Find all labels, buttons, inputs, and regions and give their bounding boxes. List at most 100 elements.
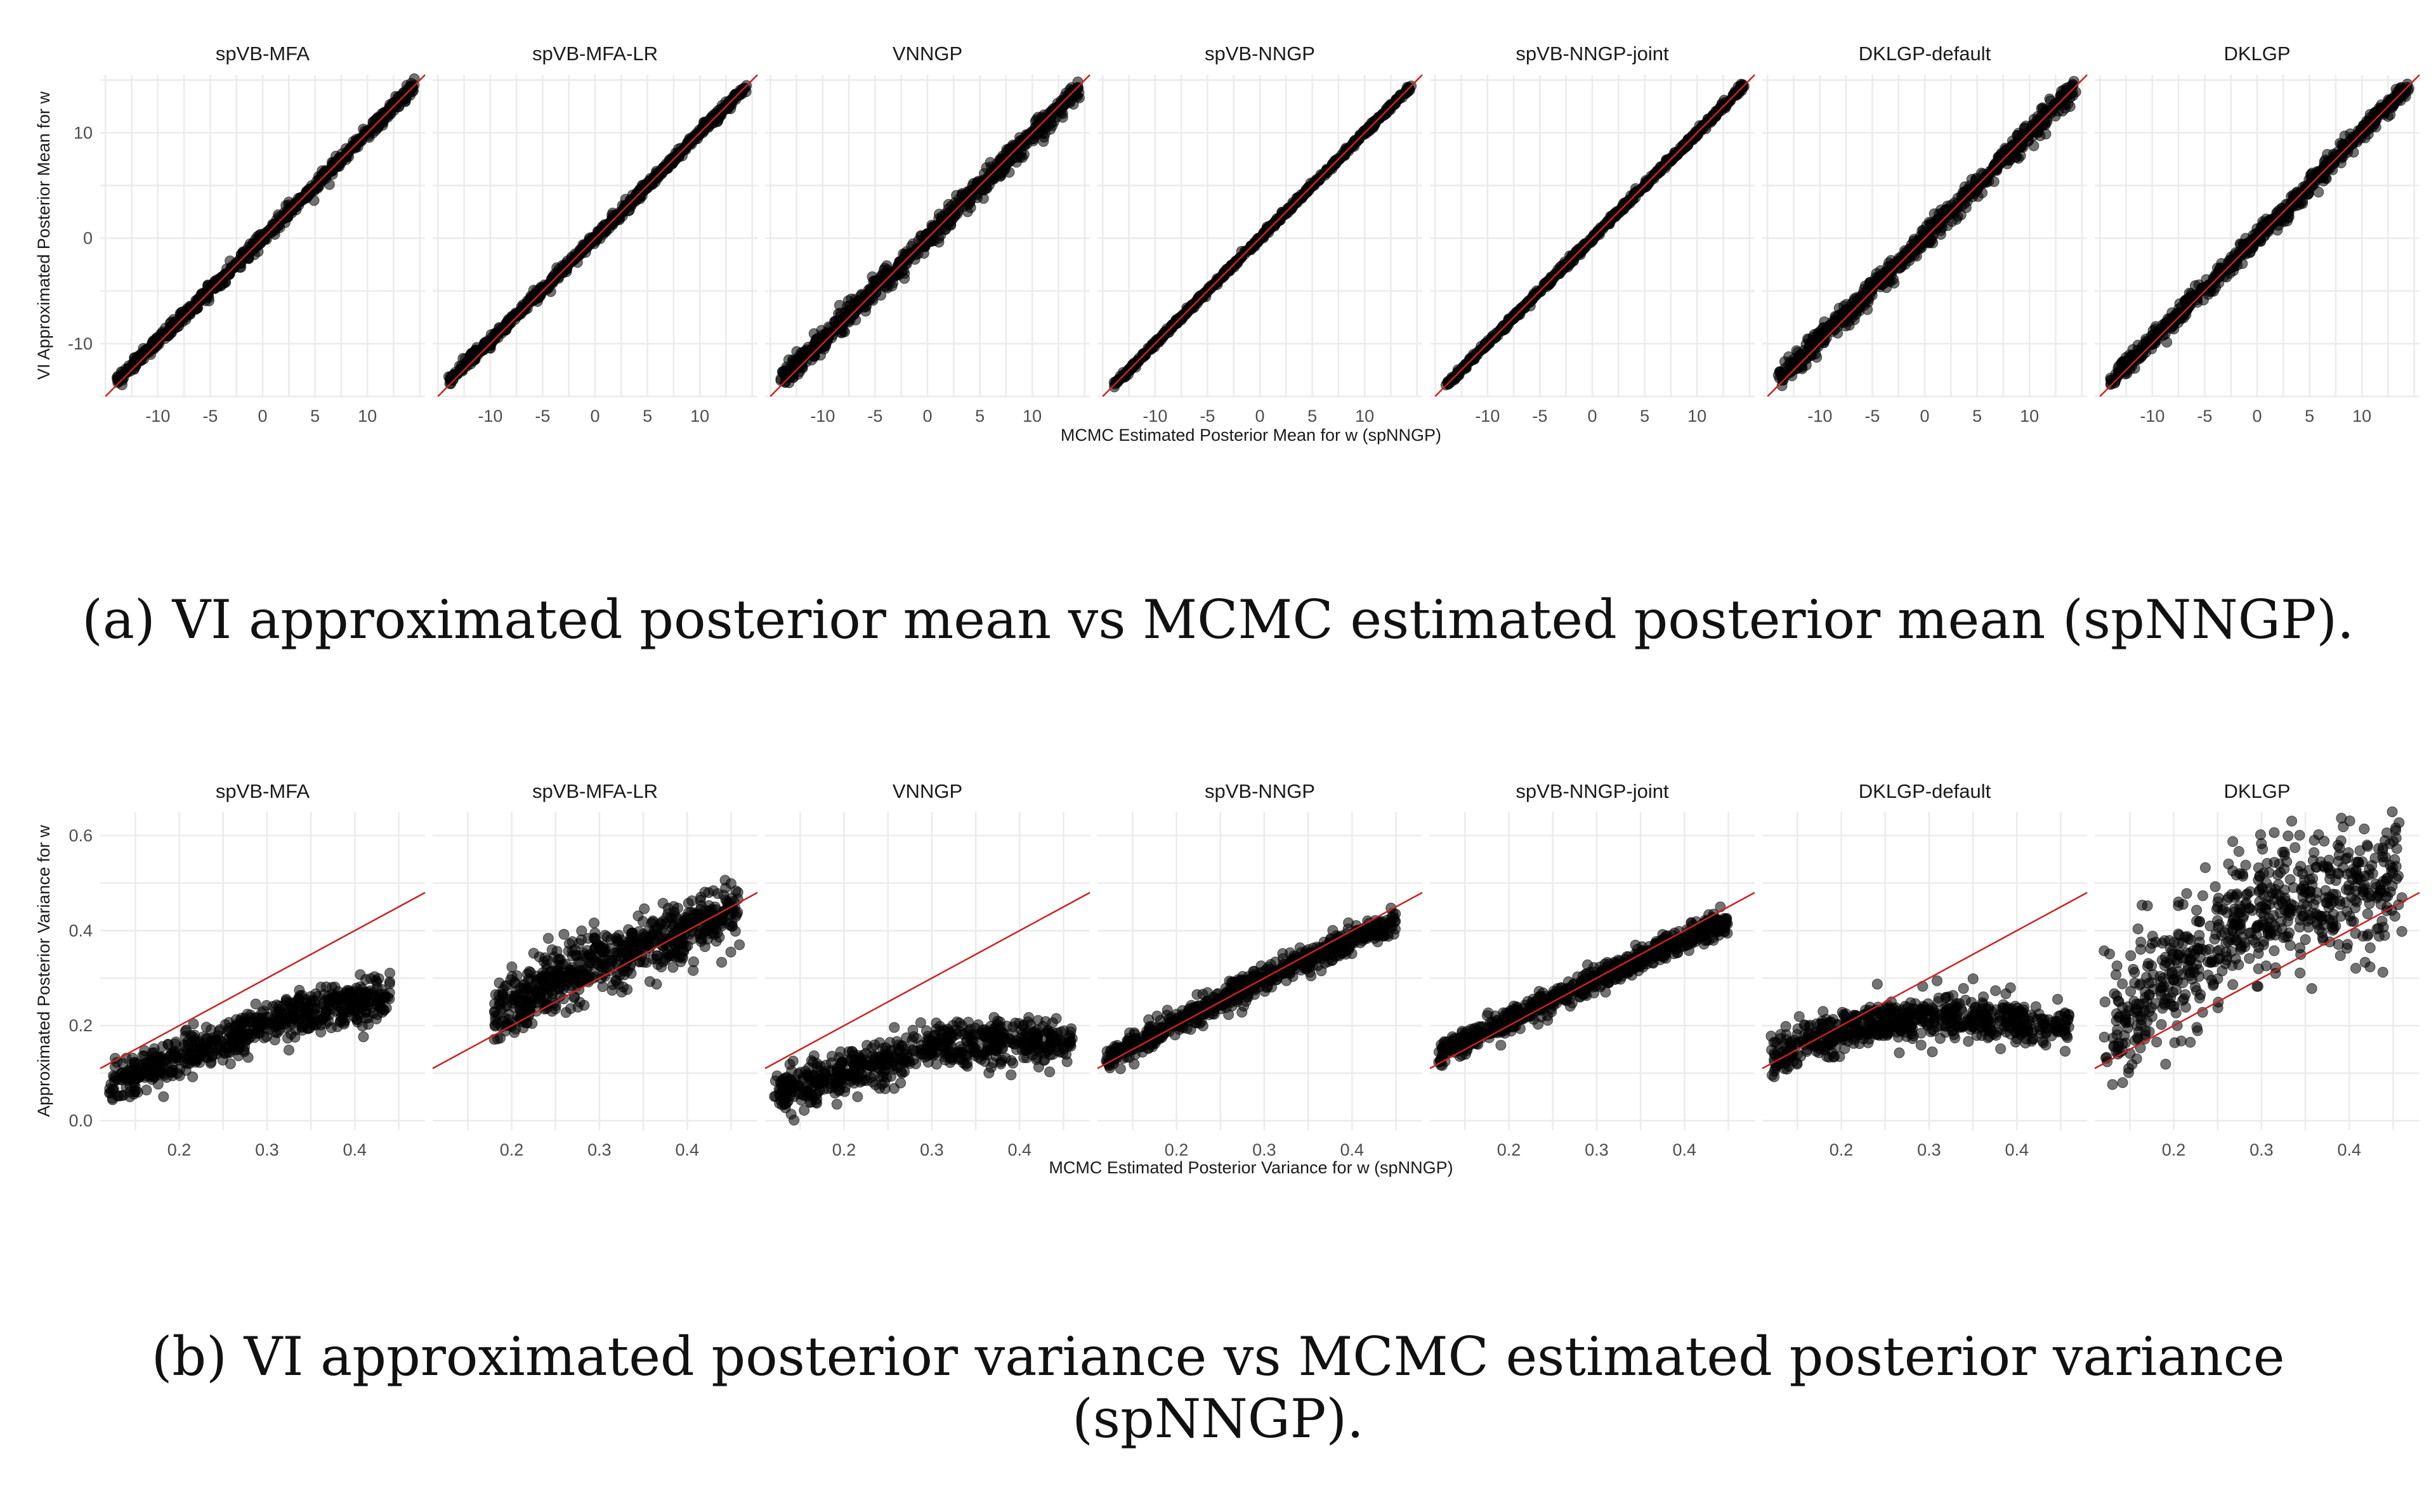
data-point [1942,200,1953,212]
data-point [1033,119,1045,130]
data-point [1219,270,1230,282]
data-point [2348,147,2359,158]
data-point [2116,358,2127,369]
facet-panel: spVB-MFA-LR-10 -5 0 5 10 [433,42,758,426]
data-point [328,158,339,169]
x-tick-label: 5 [1640,407,1649,426]
data-point [517,299,528,311]
data-point [2154,325,2165,337]
data-point [400,93,411,104]
data-point [1716,105,1727,116]
data-point [346,140,357,152]
data-point [136,351,148,363]
x-tick-label: 10 [2352,407,2371,426]
data-point [1070,89,1082,100]
data-point [1400,88,1411,99]
data-point [595,225,606,236]
data-point [2067,79,2078,90]
facet-label: spVB-MFA-LR [532,42,658,65]
data-point [1628,189,1639,200]
data-point [1817,322,1829,334]
data-point [1810,348,1821,360]
data-point [2295,187,2306,199]
data-point [358,1031,369,1043]
data-point [224,268,235,279]
data-point [1012,152,1023,163]
data-point [1245,240,1257,251]
x-tick-label: -5 [535,407,550,426]
facet-label: VNNGP [893,42,962,65]
data-point [2169,313,2180,325]
x-tick-label: 0 [590,407,599,426]
data-point [1057,112,1068,123]
x-tick-label: -5 [2197,407,2212,426]
data-point [792,368,804,380]
data-point [1881,282,1892,293]
data-point [1569,252,1581,263]
data-point [2044,93,2055,105]
data-point [1176,313,1188,324]
data-point [1926,234,1937,245]
data-point [2276,206,2287,218]
data-point [1857,290,1868,301]
y-tick-label: 10 [74,123,93,142]
x-tick-label: 5 [975,407,985,426]
x-tick-label: 5 [643,407,652,426]
data-point [1800,339,1812,350]
y-tick-label: -10 [68,334,93,353]
data-point [933,237,945,248]
data-point [2318,175,2329,186]
data-point [2389,95,2400,107]
data-point [1852,301,1863,313]
facet-label: DKLGP [2223,42,2290,65]
data-point [1480,338,1491,349]
data-point [337,153,348,165]
data-point [820,329,831,341]
x-tick-label: 10 [358,407,377,426]
data-point [2105,374,2116,386]
data-point [1642,176,1653,187]
x-tick-label: 0 [922,407,932,426]
data-point [391,100,402,111]
data-point [1896,261,1907,273]
facet-label: DKLGP-default [1859,42,1991,65]
x-tick-label: 0 [2252,407,2262,426]
data-point [467,351,478,362]
posterior-mean-chart: VI Approximated Posterior Mean for wMCMC… [34,42,2420,445]
data-point [2399,86,2410,97]
x-tick-label: 5 [2305,407,2314,426]
data-point [190,304,201,315]
data-point [447,370,458,382]
data-point [945,219,957,231]
data-point [2320,154,2331,166]
facet-label: spVB-NNGP [1205,42,1315,65]
x-tick-label: -10 [1475,407,1500,426]
data-point [867,271,878,282]
x-tick-label: 10 [1355,407,1374,426]
data-point [374,111,386,122]
data-point [2184,287,2195,299]
x-tick-label: 10 [2020,407,2039,426]
x-tick-label: -5 [867,407,882,426]
data-point [284,201,296,212]
data-point [995,168,1006,179]
data-point [808,342,819,354]
data-point [1583,237,1595,249]
data-point [1956,200,1967,212]
data-point [503,315,514,326]
data-point [1001,144,1012,155]
data-point [663,156,674,167]
x-tick-label: 5 [1972,407,1982,426]
y-tick-label: 0 [83,229,93,248]
data-point [679,143,691,154]
data-point [833,308,844,320]
data-point [2039,106,2050,117]
data-point [113,375,124,386]
data-point [843,316,855,328]
x-tick-label: 5 [1307,407,1317,426]
x-axis-title: MCMC Estimated Posterior Variance for w … [1049,1158,1453,1177]
data-point [833,323,844,334]
data-point [735,88,747,99]
